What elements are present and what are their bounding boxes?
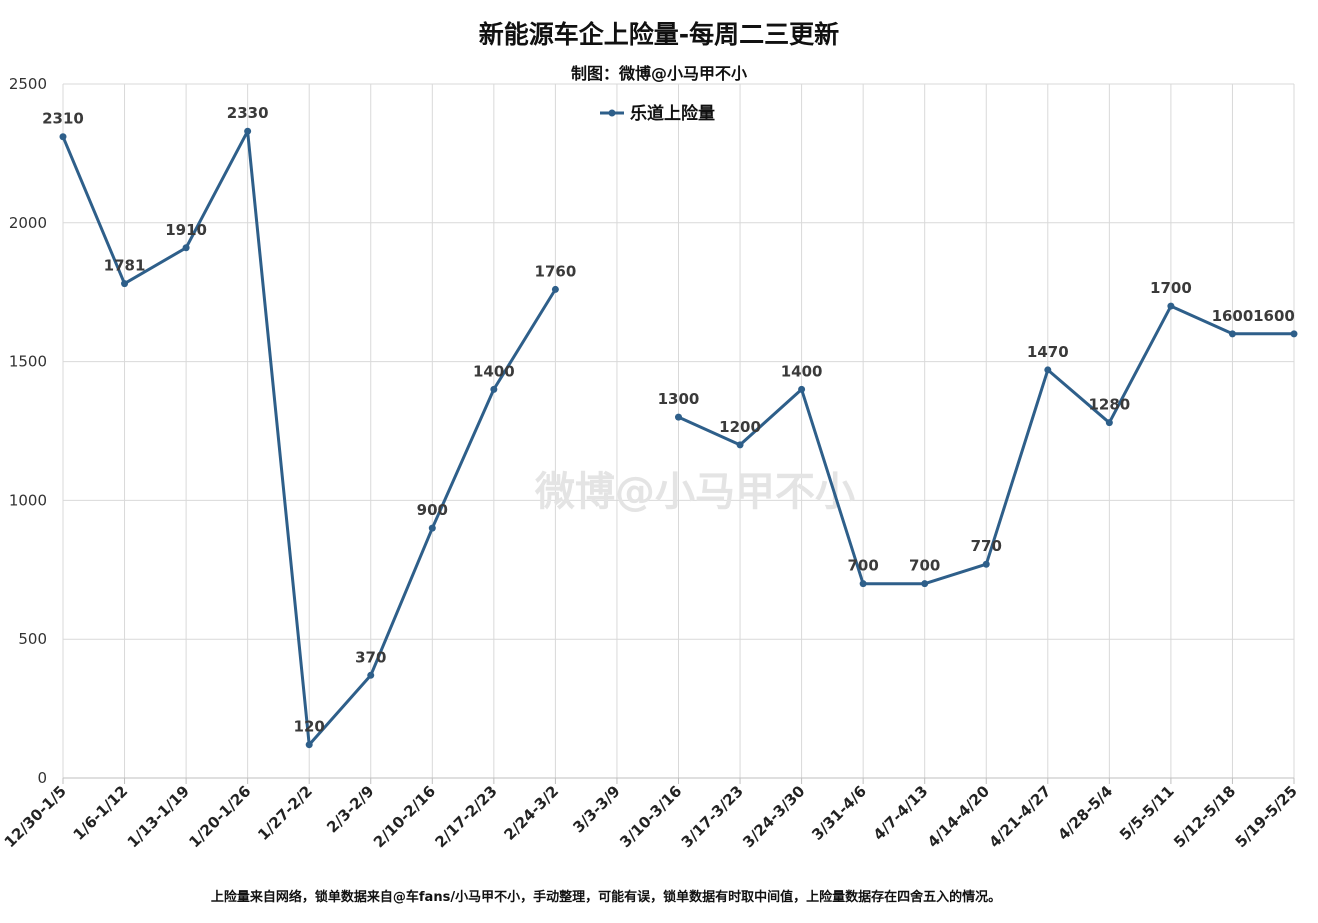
data-point: [798, 385, 806, 393]
series: [59, 127, 1298, 749]
data-label: 1280: [1088, 396, 1130, 414]
data-point: [1044, 366, 1052, 374]
data-point: [428, 524, 436, 532]
chart-subtitle: 制图：微博@小马甲不小: [571, 64, 747, 83]
x-tick-label: 4/14-4/20: [924, 782, 993, 851]
y-tick-label: 0: [37, 769, 47, 787]
x-tick-label: 12/30-1/5: [1, 782, 70, 851]
x-tick-label: 1/13-1/19: [124, 782, 193, 851]
axes: 0 500 1000 1500 2000 2500 12/30-1/5 1/6-1/121/1…: [1, 75, 1301, 851]
chart-title: 新能源车企上险量-每周二三更新: [479, 20, 839, 49]
x-tick-label: 5/12-5/18: [1170, 782, 1239, 851]
data-label: 1700: [1150, 279, 1192, 297]
data-point: [1105, 419, 1113, 427]
x-tick-label: 3/10-3/16: [616, 782, 685, 851]
x-tick-label: 2/17-2/23: [432, 782, 501, 851]
y-tick-label: 2500: [9, 75, 47, 93]
y-tick-label: 2000: [9, 214, 47, 232]
data-label: 1400: [781, 362, 823, 380]
data-label: 2330: [227, 104, 269, 122]
x-tick-label: 1/6-1/12: [70, 782, 132, 844]
x-tick-label: 2/10-2/16: [370, 782, 439, 851]
x-tick-label: 5/5-5/11: [1116, 782, 1178, 844]
data-point: [921, 580, 929, 588]
x-tick-label: 2/24-3/2: [500, 782, 562, 844]
x-tick-label: 4/7-4/13: [870, 782, 932, 844]
data-label: 120: [294, 718, 325, 736]
data-label: 1400: [473, 362, 515, 380]
data-point: [1167, 302, 1175, 310]
data-label: 1200: [719, 418, 761, 436]
footnote: 上险量来自网络，锁单数据来自@车fans/小马甲不小，手动整理，可能有误，锁单数…: [211, 889, 1001, 905]
x-tick-label: 5/19-5/25: [1232, 782, 1301, 851]
data-point: [675, 413, 682, 421]
data-label: 1600: [1253, 307, 1295, 325]
data-point: [859, 580, 867, 588]
data-label: 370: [355, 648, 386, 666]
data-point: [59, 133, 67, 141]
data-point: [1228, 330, 1236, 338]
x-tick-label: 3/17-3/23: [678, 782, 747, 851]
x-tick-label: 4/28-5/4: [1054, 782, 1116, 844]
data-label: 2310: [42, 110, 84, 128]
legend-point-marker: [608, 109, 616, 117]
legend-series-name: 乐道上险量: [630, 103, 715, 124]
x-tick-label: 2/3-2/9: [323, 782, 377, 836]
data-label: 900: [417, 501, 448, 519]
data-label: 700: [909, 557, 940, 575]
data-label: 770: [971, 537, 1002, 555]
data-point: [367, 671, 375, 679]
data-label: 1910: [165, 221, 207, 239]
watermark: 微博@小马甲不小: [534, 469, 855, 515]
y-tick-label: 1000: [9, 491, 47, 509]
data-label: 1470: [1027, 343, 1069, 361]
data-point: [1290, 330, 1298, 338]
data-point: [305, 741, 313, 749]
data-point: [121, 280, 129, 288]
data-label: 1600: [1212, 307, 1254, 325]
data-label: 1760: [535, 262, 577, 280]
data-point: [490, 385, 498, 393]
data-label: 700: [847, 557, 878, 575]
x-tick-label: 1/20-1/26: [185, 782, 254, 851]
data-labels: 2310 1781 1910 2330 120 370 900 1400 1760 1300 120…: [42, 104, 1295, 735]
legend: 乐道上险量: [600, 103, 715, 124]
y-tick-label: 500: [18, 630, 47, 648]
y-tick-label: 1500: [9, 353, 47, 371]
data-point: [551, 285, 559, 293]
data-point: [736, 441, 744, 449]
data-point: [244, 127, 252, 135]
grid: [62, 83, 1295, 778]
data-label: 1300: [658, 390, 700, 408]
x-tick-label: 3/3-3/9: [569, 782, 623, 836]
data-point: [182, 244, 190, 252]
x-tick-label: 3/24-3/30: [739, 782, 808, 851]
data-label: 1781: [104, 257, 146, 275]
x-tick-label: 1/27-2/2: [254, 782, 316, 844]
data-point: [982, 560, 990, 568]
x-tick-label: 3/31-4/6: [808, 782, 870, 844]
x-tick-label: 4/21-4/27: [985, 782, 1054, 851]
